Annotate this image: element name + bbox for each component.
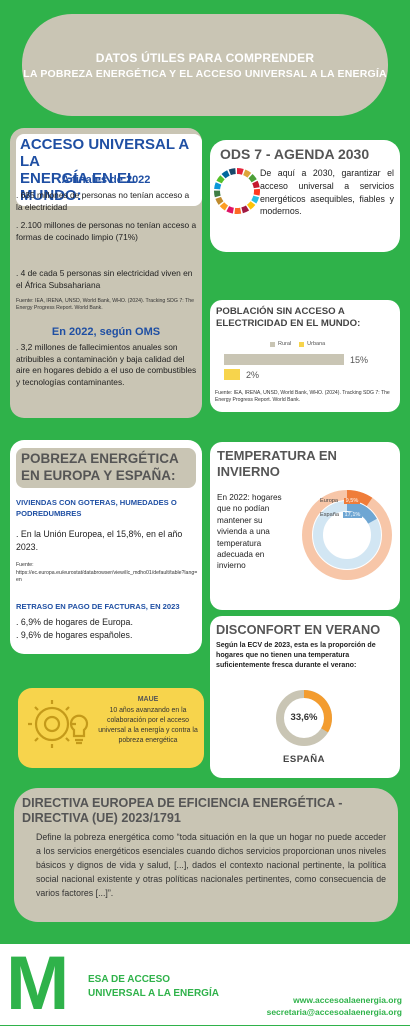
poverty-title-line1: POBREZA ENERGÉTICA: [21, 450, 191, 467]
directive-card: DIRECTIVA EUROPEA DE EFICIENCIA ENERGÉTI…: [14, 788, 398, 922]
sdg-wheel-segment: [230, 171, 236, 172]
winter-title-line2: INVIERNO: [217, 464, 280, 479]
access-title-line1: ACCESO UNIVERSAL A LA: [20, 136, 198, 170]
spain-label-text: España: [320, 512, 339, 518]
summer-country: ESPAÑA: [274, 754, 334, 765]
poverty-source-url[interactable]: https://ec.europa.eu/eurostat/databrowse…: [16, 570, 198, 584]
access-item-4: . 3,2 millones de fallecimientos anuales…: [16, 342, 200, 388]
sdg-wheel-segment: [222, 204, 226, 208]
footer-name-line1: ESA DE ACCESO: [88, 974, 170, 985]
poverty-text-spain-bills: . 9,6% de hogares españoles.: [16, 629, 132, 642]
summer-value: 33,6%: [274, 712, 334, 723]
access-item-1: . 685 millones de personas no tenían acc…: [16, 190, 198, 213]
poverty-title-box: POBREZA ENERGÉTICA EN EUROPA Y ESPAÑA:: [16, 448, 196, 488]
sdg-wheel-segment: [217, 183, 218, 189]
sdg-wheel-segment: [224, 173, 229, 176]
legend-urban-label: Urbana: [307, 341, 325, 347]
footer-name-line2: UNIVERSAL A LA ENERGÍA: [88, 988, 219, 999]
poverty-subtitle-bills: RETRASO EN PAGO DE FACTURAS, EN 2023: [16, 602, 180, 611]
sdg-wheel-segment: [244, 172, 249, 175]
sdg-wheel-segment: [255, 182, 257, 188]
poverty-text-eu: . En la Unión Europea, el 15,8%, en el a…: [16, 528, 200, 553]
access-item-3: . 4 de cada 5 personas sin electricidad …: [16, 268, 198, 291]
header-title-line1: DATOS ÚTILES PARA COMPRENDER: [96, 51, 315, 65]
footer: M ESA DE ACCESO UNIVERSAL A LA ENERGÍA w…: [0, 944, 410, 1025]
sdg-wheel-segment: [219, 177, 222, 182]
directive-title-line1: DIRECTIVA EUROPEA DE EFICIENCIA ENERGÉTI…: [22, 796, 342, 810]
sdg-wheel-segment: [254, 196, 256, 201]
sdg-wheel-segment: [250, 176, 254, 181]
poverty-source-label: Fuente:: [16, 562, 34, 569]
ods7-title: ODS 7 - AGENDA 2030: [220, 146, 369, 162]
poverty-subtitle-humidity: VIVIENDAS CON GOTERAS, HUMEDADES O PODRE…: [16, 497, 202, 519]
header-title-line2: LA POBREZA ENERGÉTICA Y EL ACCESO UNIVER…: [23, 68, 387, 80]
maue-title: MAUE: [98, 696, 198, 703]
access-item-2: . 2.100 millones de personas no tenían a…: [16, 220, 198, 243]
footer-web-link[interactable]: www.accesoalaenergia.org: [240, 995, 402, 1005]
bar-label-urbana: 2%: [246, 370, 259, 380]
access-card: ACCESO UNIVERSAL A LA ENERGÍA EN EL MUND…: [10, 128, 202, 418]
bar-urbana: [224, 369, 240, 380]
subtitle-oms: En 2022, según OMS: [10, 326, 202, 338]
poverty-text-europe-bills: . 6,9% de hogares de Europa.: [16, 616, 133, 629]
access-source: Fuente: IEA, IRENA, UNSD, World Bank, WH…: [16, 298, 200, 312]
population-source: Fuente: IEA, IRENA, UNSD, World Bank, WH…: [215, 390, 397, 404]
ods7-text: De aquí a 2030, garantizar el acceso uni…: [260, 167, 394, 218]
bar-rural: [224, 354, 344, 365]
sdg-wheel-segment: [228, 209, 234, 211]
summer-title: DISCONFORT EN VERANO: [216, 622, 380, 637]
maue-card: MAUE 10 años avanzando en la colaboració…: [18, 688, 204, 768]
winter-europe-label: Europa 9,5%: [320, 498, 360, 504]
sdg-wheel-segment: [217, 191, 218, 197]
winter-card: TEMPERATURA EN INVIERNO En 2022: hogares…: [210, 442, 400, 610]
legend-urban-swatch: [299, 342, 304, 347]
chart-legend: Rural Urbana: [270, 341, 325, 347]
europe-value-text: 9,5%: [344, 498, 361, 504]
directive-text: Define la pobreza energética como “toda …: [36, 830, 386, 900]
summer-text: Según la ECV de 2023, esta es la proporc…: [216, 640, 396, 670]
sdg-wheel-segment: [237, 171, 243, 172]
sdg-wheel-icon: [214, 168, 260, 214]
population-title: POBLACIÓN SIN ACCESO A ELECTRICIDAD EN E…: [216, 306, 396, 330]
population-card: POBLACIÓN SIN ACCESO A ELECTRICIDAD EN E…: [210, 300, 400, 412]
poverty-title-line2: EN EUROPA Y ESPAÑA:: [21, 467, 191, 484]
spain-value-text: 17,1%: [343, 512, 363, 518]
header-banner: DATOS ÚTILES PARA COMPRENDER LA POBREZA …: [22, 14, 388, 116]
summer-card: DISCONFORT EN VERANO Según la ECV de 202…: [210, 616, 400, 778]
ods7-card: ODS 7 - AGENDA 2030 De aquí a 2030, gara…: [210, 140, 400, 252]
legend-rural-swatch: [270, 342, 275, 347]
poverty-card: POBREZA ENERGÉTICA EN EUROPA Y ESPAÑA: V…: [10, 440, 202, 654]
directive-title-line2: DIRECTIVA (UE) 2023/1791: [22, 811, 181, 825]
winter-text: En 2022: hogares que no podían mantener …: [217, 492, 289, 572]
footer-email-link[interactable]: secretaria@accesoalaenergia.org: [220, 1007, 402, 1017]
gear-lightbulb-icon: [24, 696, 90, 760]
bar-label-rural: 15%: [350, 355, 368, 365]
europe-label-text: Europa: [320, 498, 338, 504]
legend-rural-label: Rural: [278, 341, 291, 347]
sdg-wheel-segment: [242, 208, 247, 210]
winter-spain-label: España 17,1%: [320, 512, 362, 518]
winter-title-line1: TEMPERATURA EN: [217, 448, 337, 463]
subtitle-2022: A finales de 2022: [10, 174, 202, 186]
maue-logo-letter: M: [6, 944, 69, 1024]
maue-text: 10 años avanzando en la colaboración por…: [96, 706, 200, 746]
sdg-wheel-segment: [249, 203, 253, 207]
population-bar-chart: 15% 2%: [224, 352, 394, 384]
sdg-wheel-segment: [218, 198, 221, 203]
